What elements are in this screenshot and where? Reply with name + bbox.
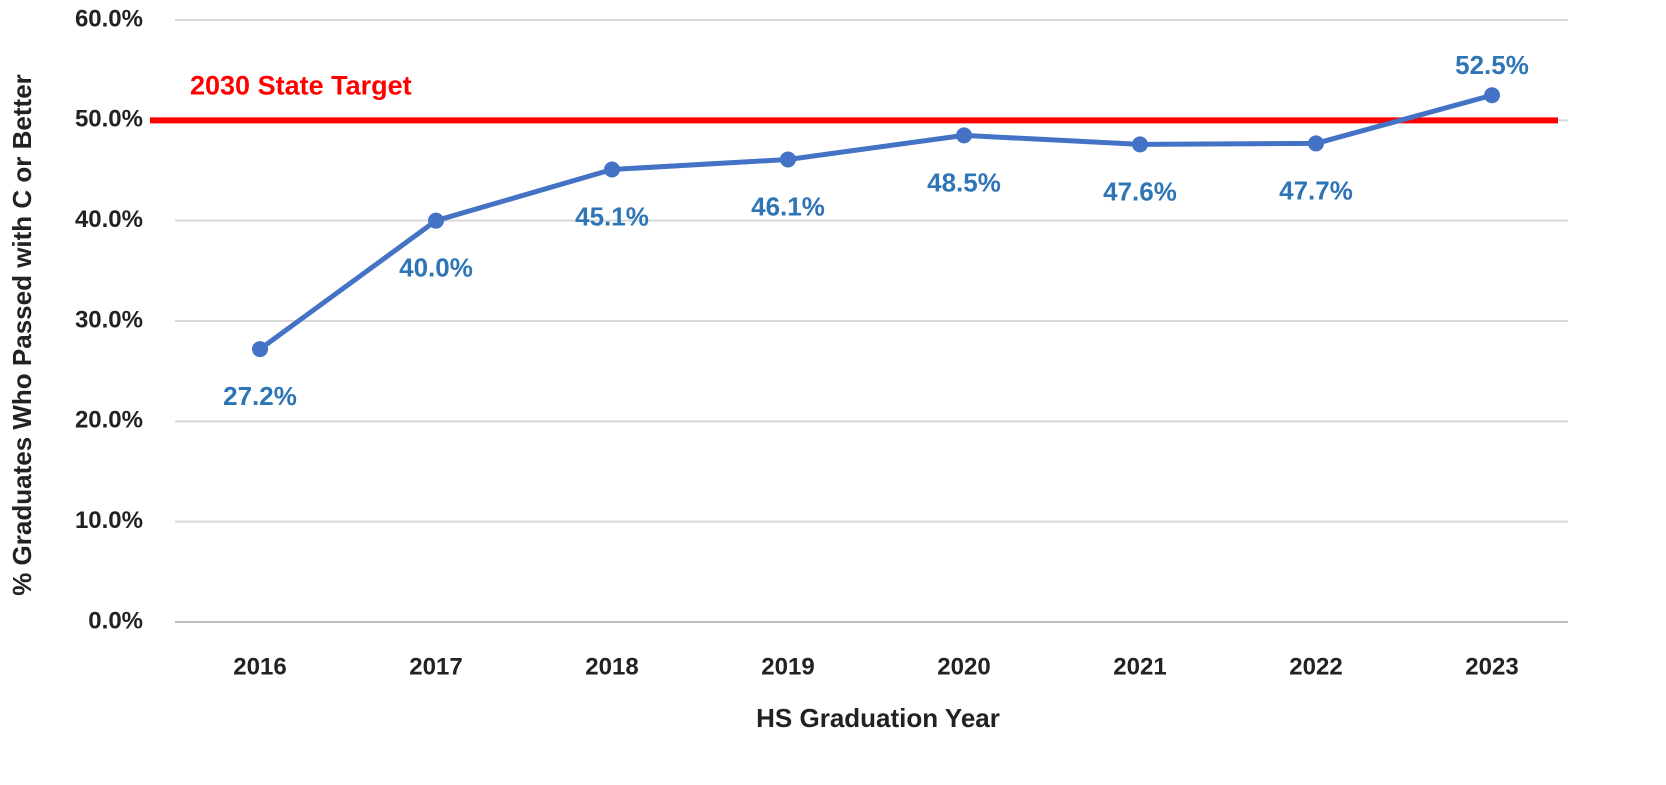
data-label: 47.7%: [1279, 175, 1353, 205]
x-tick-label: 2019: [761, 653, 814, 680]
data-point: [1308, 135, 1324, 152]
y-tick-label: 20.0%: [75, 407, 143, 434]
data-label: 47.6%: [1103, 176, 1177, 206]
data-point: [780, 151, 796, 168]
data-label: 45.1%: [575, 201, 649, 231]
x-axis-title: HS Graduation Year: [756, 703, 1000, 733]
data-point: [1484, 87, 1500, 104]
x-tick-label: 2017: [409, 653, 462, 680]
x-tick-label: 2021: [1113, 653, 1166, 680]
target-label: 2030 State Target: [190, 70, 412, 100]
x-tick-label: 2023: [1465, 653, 1518, 680]
data-line: [258, 92, 1493, 352]
y-tick-label: 0.0%: [88, 607, 143, 634]
y-tick-label: 40.0%: [75, 206, 143, 233]
data-label: 40.0%: [399, 253, 473, 283]
y-tick-label: 60.0%: [75, 5, 143, 32]
y-axis-title: % Graduates Who Passed with C or Better: [7, 74, 37, 596]
y-tick-label: 30.0%: [75, 306, 143, 333]
data-label: 46.1%: [751, 191, 825, 221]
x-tick-label: 2022: [1289, 653, 1342, 680]
data-label: 52.5%: [1455, 50, 1529, 80]
x-tick-label: 2018: [585, 653, 638, 680]
x-tick-label: 2016: [233, 653, 286, 680]
data-point: [956, 127, 972, 144]
data-point: [252, 341, 268, 358]
x-tick-label: 2020: [937, 653, 990, 680]
data-label: 27.2%: [223, 381, 297, 411]
y-tick-label: 50.0%: [75, 106, 143, 133]
data-point: [428, 212, 444, 229]
data-label: 48.5%: [927, 167, 1001, 197]
data-point: [1132, 136, 1148, 153]
data-point: [604, 161, 620, 178]
y-tick-label: 10.0%: [75, 507, 143, 534]
